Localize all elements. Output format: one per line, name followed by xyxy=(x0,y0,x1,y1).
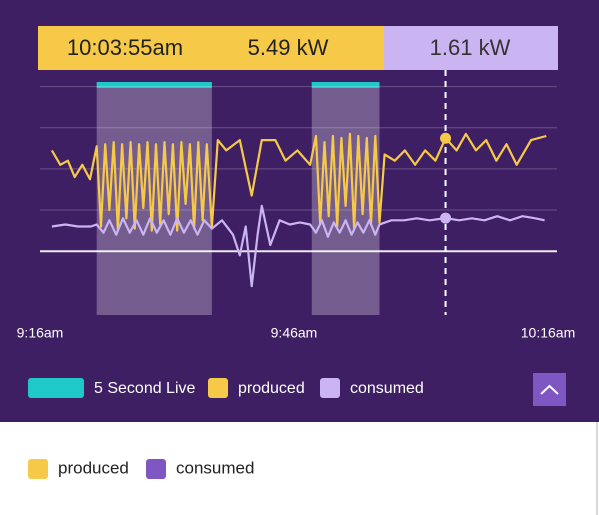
footer-swatch xyxy=(146,459,166,479)
legend-swatch xyxy=(208,378,228,398)
footer-label: produced xyxy=(58,458,129,477)
tooltip-consumed-box xyxy=(384,26,558,70)
tooltip-consumed: 1.61 kW xyxy=(430,35,511,60)
live-range-bar xyxy=(96,82,212,88)
footer-label: consumed xyxy=(176,458,254,477)
collapse-button[interactable] xyxy=(533,373,566,406)
series-line xyxy=(51,204,545,288)
footer-panel xyxy=(0,422,599,515)
legend-swatch xyxy=(28,378,84,398)
chevron-icon xyxy=(540,384,559,395)
plot-area xyxy=(40,70,557,315)
tooltip-time: 10:03:55am xyxy=(67,35,183,60)
x-tick-label: 10:16am xyxy=(521,325,575,341)
footer-swatch xyxy=(28,459,48,479)
cursor-dot xyxy=(440,212,452,224)
x-tick-label: 9:46am xyxy=(271,325,318,341)
cursor-dot xyxy=(440,132,452,144)
x-tick-label: 9:16am xyxy=(17,325,64,341)
series-line xyxy=(50,132,547,232)
legend-label: produced xyxy=(238,380,305,397)
tooltip-produced-box xyxy=(38,26,384,70)
tooltip-produced: 5.49 kW xyxy=(248,35,329,60)
legend-label: 5 Second Live xyxy=(94,380,196,397)
legend-label: consumed xyxy=(350,380,424,397)
live-range-bar xyxy=(311,82,380,88)
button-bg[interactable] xyxy=(533,373,566,406)
legend-swatch xyxy=(320,378,340,398)
